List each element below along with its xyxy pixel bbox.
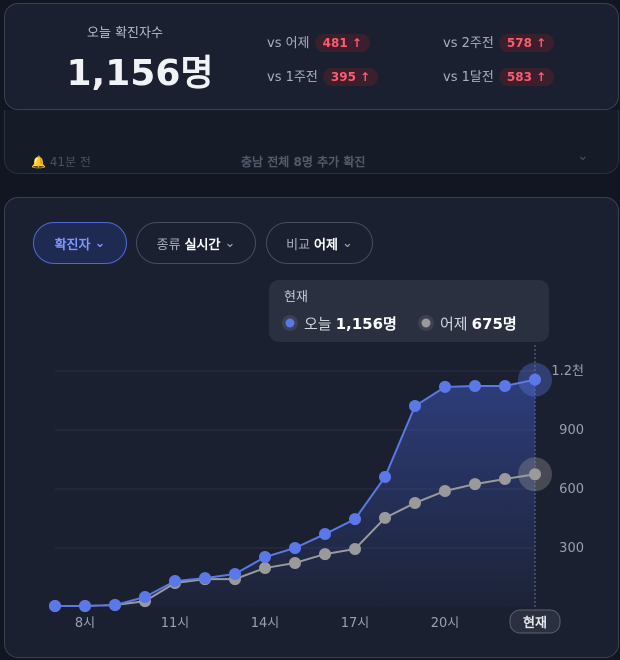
tooltip-name: 어제	[440, 315, 468, 333]
y-tick-label: 600	[559, 482, 584, 497]
notice-chevron: ⌄	[577, 148, 589, 164]
comparison-number: 583	[506, 70, 532, 84]
point	[379, 471, 391, 484]
comparison-number: 578	[506, 36, 532, 50]
point	[349, 542, 361, 555]
point	[439, 380, 451, 393]
comparison-value: 578 ↑	[498, 34, 555, 52]
comparison-value: 395 ↑	[322, 68, 379, 86]
notice-time: 🔔 41분 전	[31, 155, 91, 169]
y-tick-label: 1.2천	[551, 364, 584, 379]
x-tick-label: 현재	[523, 615, 547, 631]
comparison-label: vs 2주전	[443, 36, 494, 51]
point	[529, 373, 541, 386]
filter-label: 확진자	[54, 237, 91, 253]
filter-value: 실시간	[184, 237, 221, 253]
y-tick-label: 300	[559, 541, 584, 556]
point	[379, 511, 391, 524]
comparison-label: vs 1주전	[267, 70, 318, 85]
summary-title: 오늘 확진자수	[87, 26, 163, 41]
point	[409, 400, 421, 413]
area	[55, 379, 535, 607]
point	[409, 496, 421, 509]
notice-bar[interactable]: 🔔 41분 전 충남 전체 8명 추가 확진 ⌄	[4, 110, 619, 174]
x-tick-label: 20시	[431, 616, 460, 631]
notice-time-text: 41분 전	[49, 155, 91, 169]
filter-button[interactable]: 비교 어제 ⌄	[266, 222, 373, 264]
comparison-value: 583 ↑	[498, 68, 555, 86]
comparison-value: 481 ↑	[314, 34, 370, 52]
comparison: vs 2주전 578 ↑	[443, 32, 555, 52]
point	[319, 528, 331, 541]
comparison: vs 1주전 395 ↑	[267, 66, 379, 86]
comparison: vs 어제 481 ↑	[267, 32, 370, 52]
point	[229, 567, 241, 580]
notice-text: 충남 전체 8명 추가 확진	[241, 155, 366, 169]
x-tick-label: 14시	[251, 616, 280, 631]
summary-card: 오늘 확진자수 1,156명 vs 어제 481 ↑ vs 2주전 578 ↑ …	[4, 3, 619, 110]
tooltip-dot	[421, 318, 431, 328]
filter-button[interactable]: 종류 실시간 ⌄	[136, 222, 256, 264]
x-tick-label: 11시	[161, 616, 190, 631]
point	[439, 484, 451, 497]
filter-value: 어제	[314, 237, 338, 253]
point	[469, 379, 481, 392]
point	[169, 575, 181, 588]
comparison-label: vs 1달전	[443, 70, 494, 85]
summary-count: 1,156명	[66, 53, 214, 94]
point	[259, 562, 271, 575]
point	[349, 513, 361, 526]
point	[499, 472, 511, 485]
filter-label: 종류	[156, 237, 181, 253]
point	[469, 478, 481, 491]
x-tick-label: 8시	[75, 616, 95, 631]
x-tick-label: 17시	[341, 616, 370, 631]
tooltip-value: 1,156명	[336, 315, 397, 333]
point	[259, 551, 271, 564]
comparison: vs 1달전 583 ↑	[443, 66, 555, 86]
comparison-label: vs 어제	[267, 36, 310, 51]
point	[199, 572, 211, 585]
tooltip-item: 어제 675명	[440, 315, 517, 333]
tooltip-value: 675명	[472, 315, 517, 333]
current-pill	[509, 609, 561, 634]
point	[289, 542, 301, 554]
tooltip-dot	[285, 318, 295, 328]
comparison-number: 395	[330, 70, 356, 84]
filter-label: 비교	[286, 237, 311, 253]
point	[499, 379, 511, 392]
point	[319, 548, 331, 561]
point	[79, 600, 91, 613]
point	[289, 556, 301, 569]
filter-button[interactable]: 확진자 ⌄	[33, 222, 127, 264]
tooltip-title: 현재	[284, 290, 308, 305]
comparison-number: 481	[322, 36, 348, 50]
tooltip-name: 오늘	[304, 315, 332, 333]
y-tick-label: 900	[559, 423, 584, 438]
point	[139, 590, 151, 603]
tooltip-box	[269, 280, 549, 342]
point	[529, 468, 541, 481]
tooltip-item: 오늘 1,156명	[304, 315, 397, 333]
point	[49, 600, 61, 613]
point	[109, 599, 121, 612]
